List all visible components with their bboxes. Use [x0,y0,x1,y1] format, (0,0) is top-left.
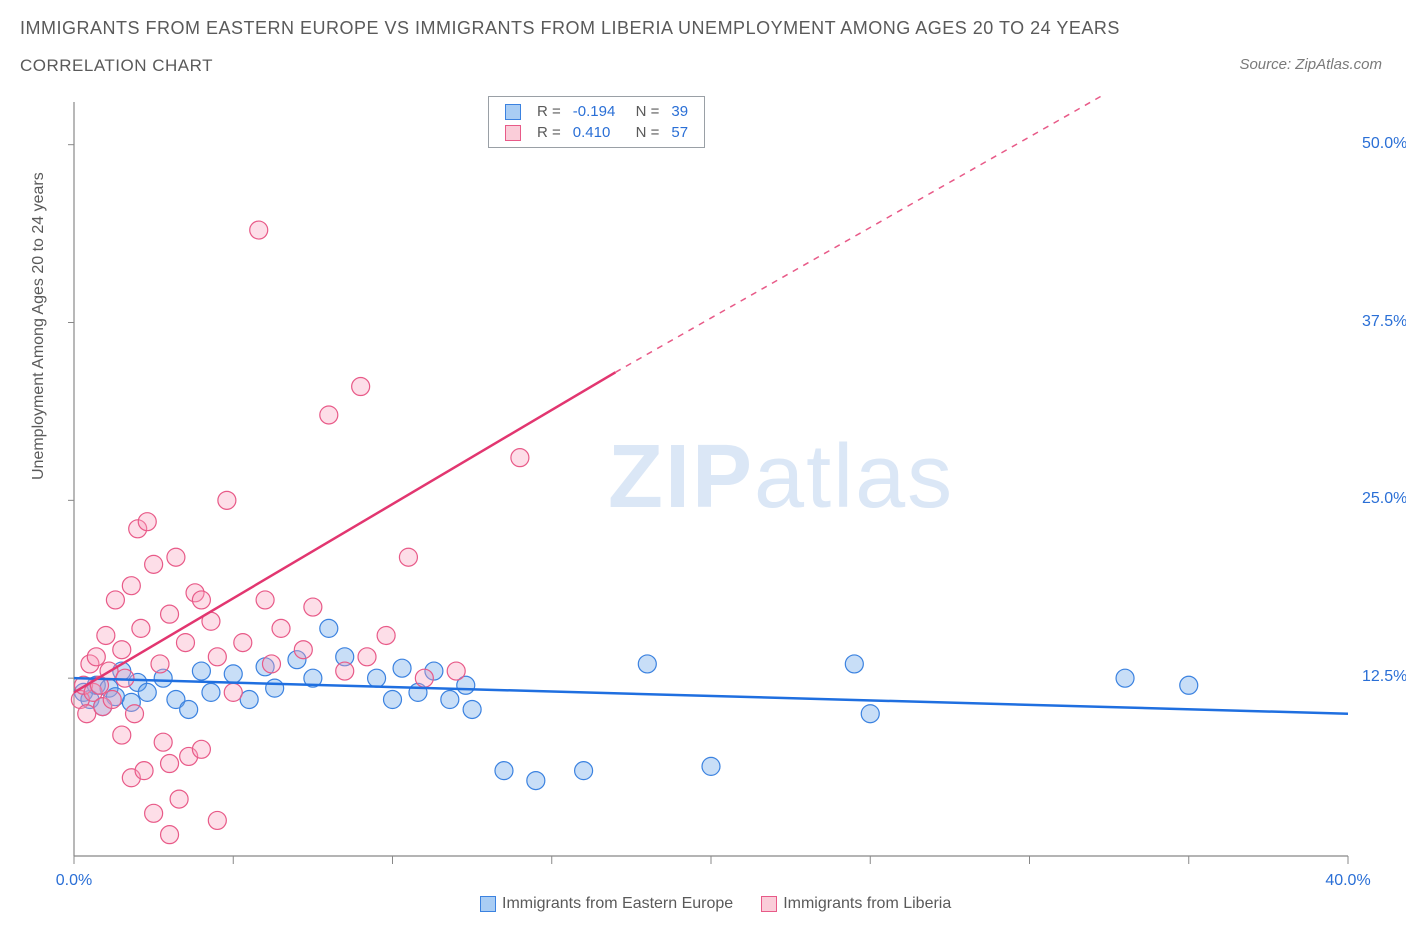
scatter-chart: R =-0.194 N =39R =0.410 N =57 ZIPatlas [68,96,1378,876]
legend-swatch [480,896,496,912]
x-tick-label: 0.0% [56,872,92,890]
legend-n-label: N = [621,122,665,143]
legend-r-label: R = [531,101,567,122]
legend-label: Immigrants from Liberia [783,895,951,912]
legend-item: Immigrants from Eastern Europe [480,895,733,912]
chart-title-line2: CORRELATION CHART [20,56,213,76]
legend-n-value: 39 [665,101,694,122]
legend-swatch [761,896,777,912]
legend-swatch [505,104,521,120]
legend-r-value: 0.410 [567,122,622,143]
legend-label: Immigrants from Eastern Europe [502,895,733,912]
y-axis-label: Unemployment Among Ages 20 to 24 years [30,172,48,480]
source-attribution: Source: ZipAtlas.com [1239,56,1382,73]
y-tick-label: 50.0% [1362,135,1406,153]
series-legend: Immigrants from Eastern Europe Immigrants… [480,895,979,913]
y-tick-label: 12.5% [1362,668,1406,686]
correlation-legend: R =-0.194 N =39 R =0.410 N =57 [488,96,705,148]
y-tick-label: 37.5% [1362,313,1406,331]
y-tick-label: 25.0% [1362,490,1406,508]
chart-svg [68,96,1378,876]
legend-swatch [505,125,521,141]
legend-n-value: 57 [665,122,694,143]
legend-r-label: R = [531,122,567,143]
chart-title-line1: IMMIGRANTS FROM EASTERN EUROPE VS IMMIGR… [20,18,1120,39]
legend-n-label: N = [621,101,665,122]
legend-item: Immigrants from Liberia [761,895,951,912]
x-tick-label: 40.0% [1325,872,1370,890]
legend-r-value: -0.194 [567,101,622,122]
